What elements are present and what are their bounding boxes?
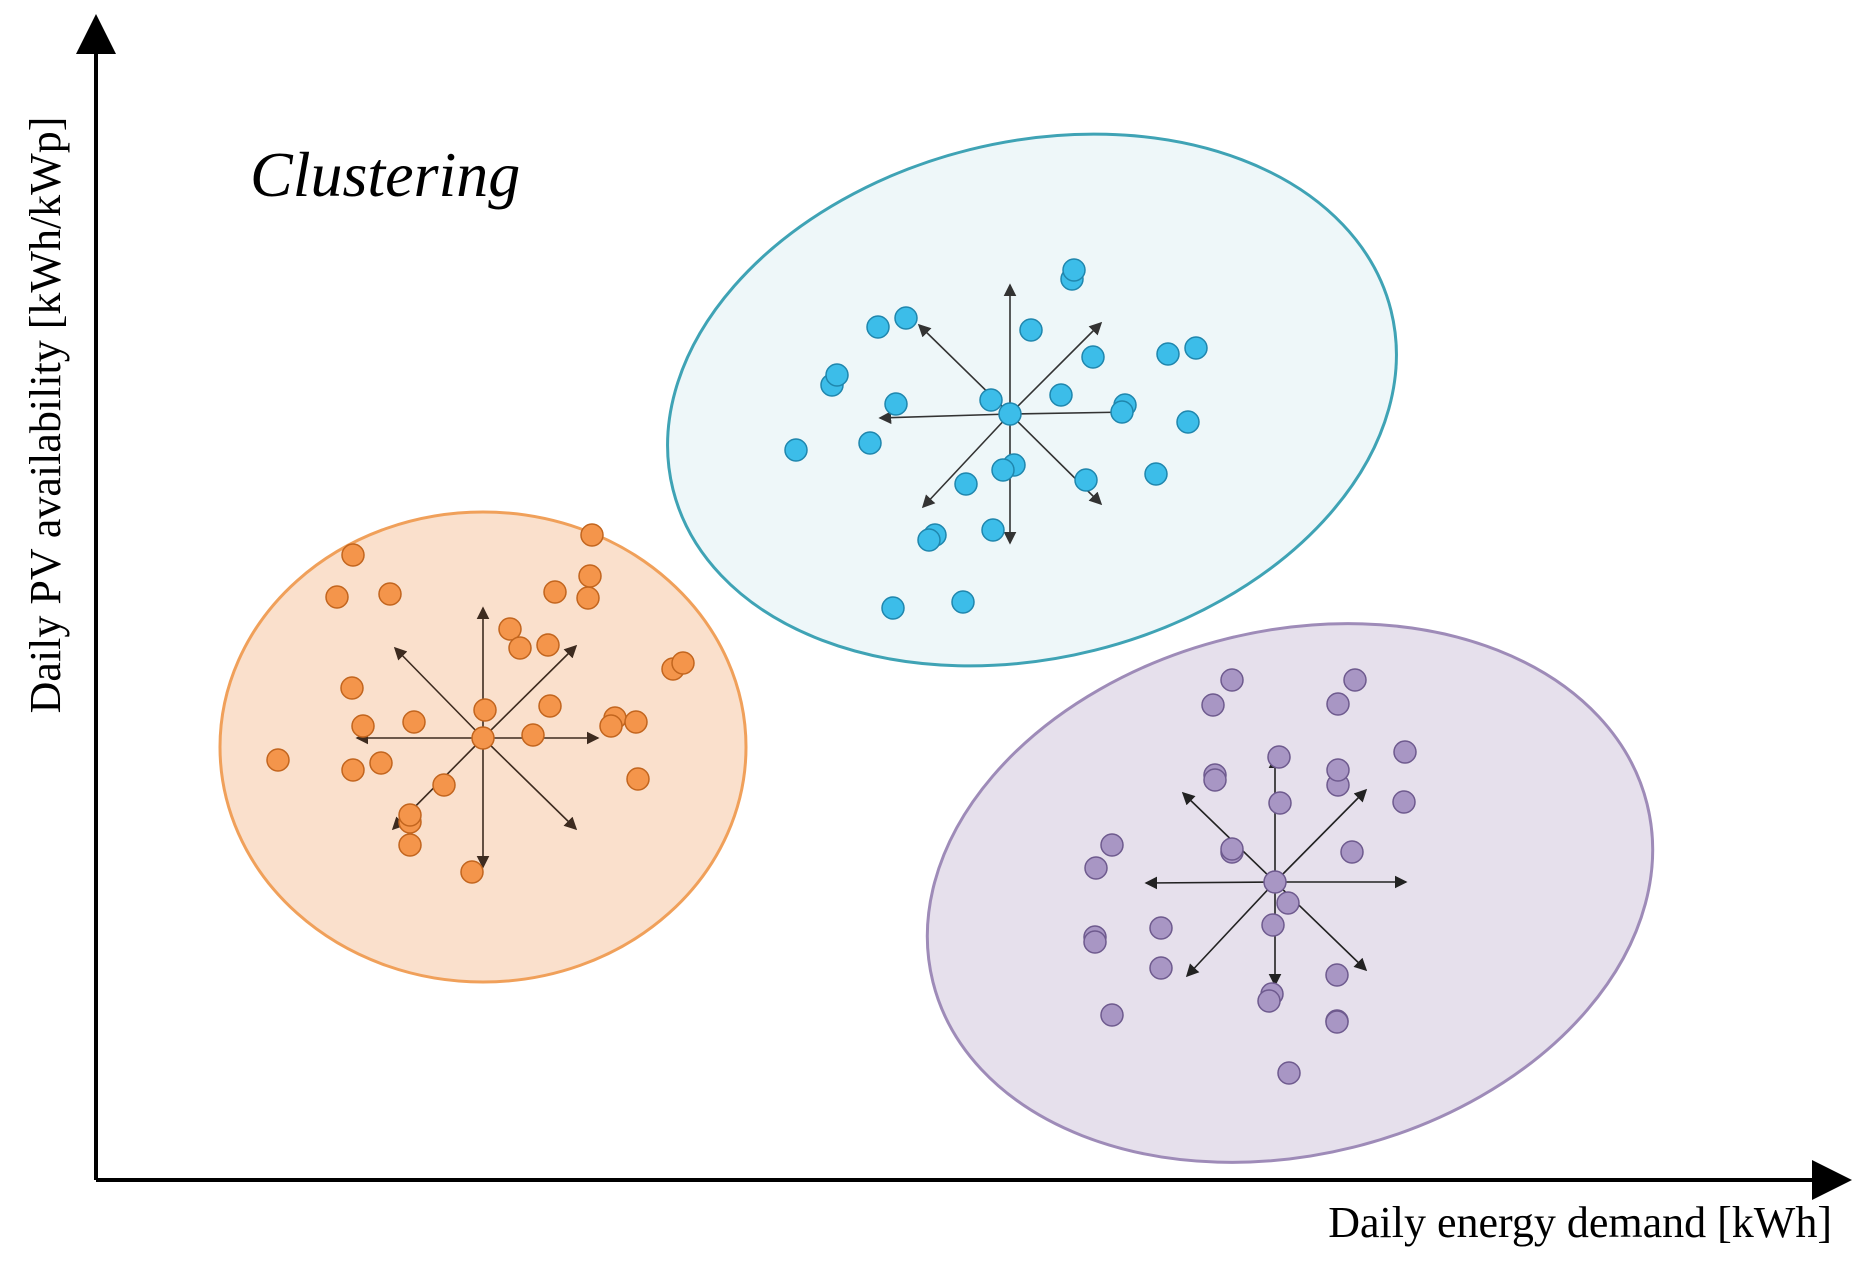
cluster-orange-point — [498, 617, 522, 641]
cluster-blue-point — [991, 458, 1015, 482]
cluster-blue-point — [894, 306, 918, 330]
cluster-purple-point — [1261, 913, 1285, 937]
cluster-blue-point — [1176, 410, 1200, 434]
cluster-purple-point — [1325, 963, 1349, 987]
cluster-orange-point — [578, 564, 602, 588]
cluster-orange-point — [340, 676, 364, 700]
cluster-purple-point — [1393, 740, 1417, 764]
cluster-orange-point — [378, 582, 402, 606]
cluster-orange-point — [599, 714, 623, 738]
cluster-purple-point — [1343, 668, 1367, 692]
cluster-orange-point — [576, 586, 600, 610]
cluster-orange-point — [325, 585, 349, 609]
cluster-blue-point — [1110, 400, 1134, 424]
cluster-purple-point — [1083, 930, 1107, 954]
cluster-blue-point — [917, 528, 941, 552]
cluster-blue-point — [979, 388, 1003, 412]
cluster-purple-point — [1149, 956, 1173, 980]
cluster-purple-point — [1277, 1061, 1301, 1085]
cluster-orange-point — [580, 523, 604, 547]
cluster-orange-point — [266, 748, 290, 772]
cluster-purple-point — [1326, 692, 1350, 716]
cluster-orange-point — [398, 833, 422, 857]
cluster-blue-points — [784, 258, 1208, 620]
cluster-blue-point — [981, 518, 1005, 542]
cluster-orange-point — [538, 694, 562, 718]
cluster-purple-point — [1325, 1010, 1349, 1034]
cluster-purple-point — [1084, 856, 1108, 880]
cluster-purple-point — [1220, 837, 1244, 861]
cluster-orange-centroid — [471, 726, 495, 750]
cluster-orange-points — [266, 523, 695, 884]
x-axis-label: Daily energy demand [kWh] — [1328, 1198, 1832, 1247]
cluster-orange-point — [398, 803, 422, 827]
cluster-orange-point — [432, 773, 456, 797]
cluster-blue-point — [1156, 342, 1180, 366]
cluster-orange-point — [624, 710, 648, 734]
cluster-blue-point — [858, 431, 882, 455]
cluster-blue-point — [951, 590, 975, 614]
cluster-purple-point — [1201, 693, 1225, 717]
y-axis-label: Daily PV availability [kWh/kWp] — [21, 117, 70, 714]
cluster-orange-point — [351, 714, 375, 738]
cluster-blue-point — [1019, 318, 1043, 342]
cluster-orange-point — [341, 758, 365, 782]
cluster-purple-point — [1267, 745, 1291, 769]
cluster-blue-point — [1144, 462, 1168, 486]
cluster-blue-point — [884, 392, 908, 416]
cluster-purple-point — [1392, 790, 1416, 814]
cluster-blue-point — [1062, 258, 1086, 282]
cluster-purple-point — [1276, 891, 1300, 915]
cluster-orange-point — [508, 636, 532, 660]
cluster-orange-point — [671, 651, 695, 675]
cluster-purple-points — [1083, 668, 1417, 1085]
cluster-purple-point — [1257, 989, 1281, 1013]
cluster-blue-ellipse — [666, 132, 1398, 668]
cluster-blue-point — [1184, 336, 1208, 360]
cluster-orange-point — [473, 698, 497, 722]
cluster-orange-point — [341, 543, 365, 567]
cluster-orange-point — [626, 767, 650, 791]
cluster-purple-point — [1100, 1003, 1124, 1027]
cluster-blue-point — [1081, 345, 1105, 369]
cluster-orange-point — [402, 710, 426, 734]
cluster-orange-point — [543, 580, 567, 604]
cluster-purple-point — [1340, 840, 1364, 864]
cluster-purple-centroid — [1263, 870, 1287, 894]
cluster-blue-point — [866, 315, 890, 339]
cluster-blue-point — [1049, 383, 1073, 407]
cluster-blue-centroid — [998, 402, 1022, 426]
cluster-orange-point — [536, 633, 560, 657]
cluster-purple-point — [1100, 833, 1124, 857]
cluster-orange-point — [521, 723, 545, 747]
cluster-purple-point — [1326, 758, 1350, 782]
cluster-purple-point — [1203, 768, 1227, 792]
cluster-purple-point — [1220, 668, 1244, 692]
cluster-blue-point — [954, 472, 978, 496]
cluster-orange-point — [460, 860, 484, 884]
cluster-blue-point — [1074, 468, 1098, 492]
cluster-blue-point — [881, 596, 905, 620]
cluster-purple-point — [1268, 791, 1292, 815]
cluster-blue-point — [825, 363, 849, 387]
cluster-blue-point — [784, 438, 808, 462]
cluster-purple-point — [1149, 916, 1173, 940]
cluster-orange-point — [369, 751, 393, 775]
diagram-title: Clustering — [250, 139, 520, 210]
